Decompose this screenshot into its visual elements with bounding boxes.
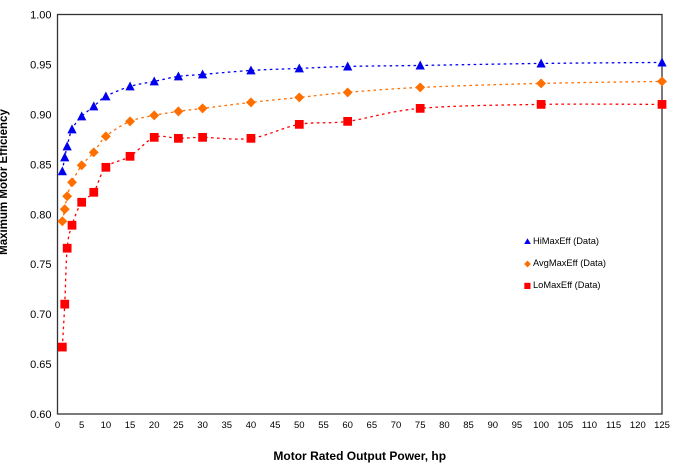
svg-text:115: 115 — [606, 420, 621, 431]
svg-text:10: 10 — [101, 420, 112, 431]
svg-text:35: 35 — [221, 420, 232, 431]
svg-text:100: 100 — [533, 420, 549, 431]
svg-text:1.00: 1.00 — [30, 10, 51, 22]
svg-text:105: 105 — [557, 420, 573, 431]
svg-text:85: 85 — [463, 420, 474, 431]
svg-text:0.90: 0.90 — [30, 109, 51, 121]
svg-text:0.75: 0.75 — [30, 259, 51, 271]
svg-text:0.70: 0.70 — [30, 309, 51, 321]
svg-text:40: 40 — [246, 420, 257, 431]
svg-text:80: 80 — [439, 420, 450, 431]
svg-text:0.80: 0.80 — [30, 209, 51, 221]
svg-text:45: 45 — [270, 420, 281, 431]
svg-text:70: 70 — [391, 420, 402, 431]
svg-text:25: 25 — [173, 420, 184, 431]
svg-text:0.85: 0.85 — [30, 159, 51, 171]
svg-text:95: 95 — [512, 420, 523, 431]
svg-text:0.65: 0.65 — [30, 359, 51, 371]
svg-text:125: 125 — [654, 420, 670, 431]
svg-text:0: 0 — [55, 420, 60, 431]
svg-text:0.60: 0.60 — [30, 409, 51, 421]
svg-text:60: 60 — [342, 420, 353, 431]
svg-text:90: 90 — [487, 420, 498, 431]
svg-text:30: 30 — [197, 420, 208, 431]
svg-text:5: 5 — [79, 420, 84, 431]
svg-text:50: 50 — [294, 420, 305, 431]
svg-text:65: 65 — [367, 420, 378, 431]
svg-text:120: 120 — [630, 420, 646, 431]
svg-text:15: 15 — [125, 420, 136, 431]
svg-text:75: 75 — [415, 420, 426, 431]
svg-text:0.95: 0.95 — [30, 59, 51, 71]
svg-text:55: 55 — [318, 420, 329, 431]
svg-text:20: 20 — [149, 420, 160, 431]
svg-text:110: 110 — [582, 420, 597, 431]
